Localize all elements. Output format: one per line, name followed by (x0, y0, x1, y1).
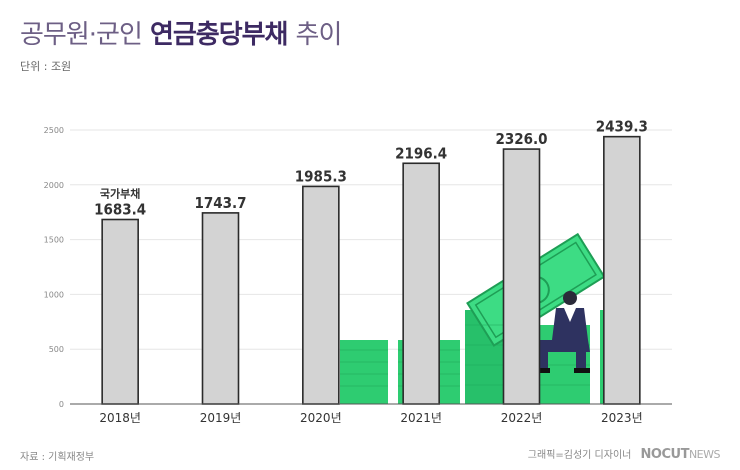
bar-2019년 (201, 212, 240, 405)
bar-2018년 (101, 218, 139, 405)
y-tick-label: 0 (59, 400, 64, 409)
bar-2022년 (502, 148, 541, 405)
bar-annotation: 국가부채 (100, 186, 140, 200)
title-part2: 연금충당부채 (149, 20, 289, 50)
page-title: 공무원·군인 연금충당부채 추이 (20, 14, 343, 51)
x-tick-label: 2023년 (601, 411, 643, 425)
axes: 0 500 1000 1500 2000 2500 2018년 2019년 2020년 2021년… (44, 126, 672, 425)
title-part1: 공무원·군인 (20, 20, 143, 50)
y-tick-label: 1000 (44, 290, 64, 299)
bar-value-label: 1683.4 (94, 200, 146, 218)
title-part3: 추이 (295, 20, 343, 50)
logo-text: NOCUT (640, 447, 690, 462)
y-tick-label: 1500 (44, 236, 64, 245)
x-tick-label: 2019년 (200, 411, 242, 425)
unit-label: 단위 : 조원 (20, 60, 72, 73)
bar-value-label: 2439.3 (596, 118, 648, 136)
logo-suffix: NEWS (688, 448, 721, 461)
bar-2020년 (302, 185, 340, 405)
source-note: 자료 : 기획재정부 (20, 452, 95, 463)
y-tick-label: 500 (49, 345, 64, 354)
bar-2023년 (603, 135, 641, 405)
businessman-icon (534, 291, 590, 373)
x-tick-label: 2022년 (501, 411, 543, 425)
nocut-logo[interactable]: NOCUTNEWS (640, 447, 721, 462)
bars (101, 135, 641, 405)
designer-credit: 그래픽=김성기 디자이너 (527, 450, 632, 461)
y-tick-label: 2000 (44, 181, 64, 190)
y-tick-label: 2500 (44, 126, 64, 135)
bar-value-label: 2196.4 (395, 144, 447, 162)
x-tick-label: 2018년 (99, 411, 141, 425)
x-tick-label: 2021년 (400, 411, 442, 425)
money-illustration (340, 232, 630, 404)
bar-value-label: 2326.0 (495, 130, 547, 148)
x-tick-label: 2020년 (300, 411, 342, 425)
credit-note: 그래픽=김성기 디자이너 NOCUTNEWS (527, 446, 721, 462)
bar-value-label: 1743.7 (194, 194, 246, 212)
bar-value-label: 1985.3 (295, 167, 347, 185)
money-stack-icon (340, 340, 388, 404)
bar-2021년 (402, 162, 440, 405)
